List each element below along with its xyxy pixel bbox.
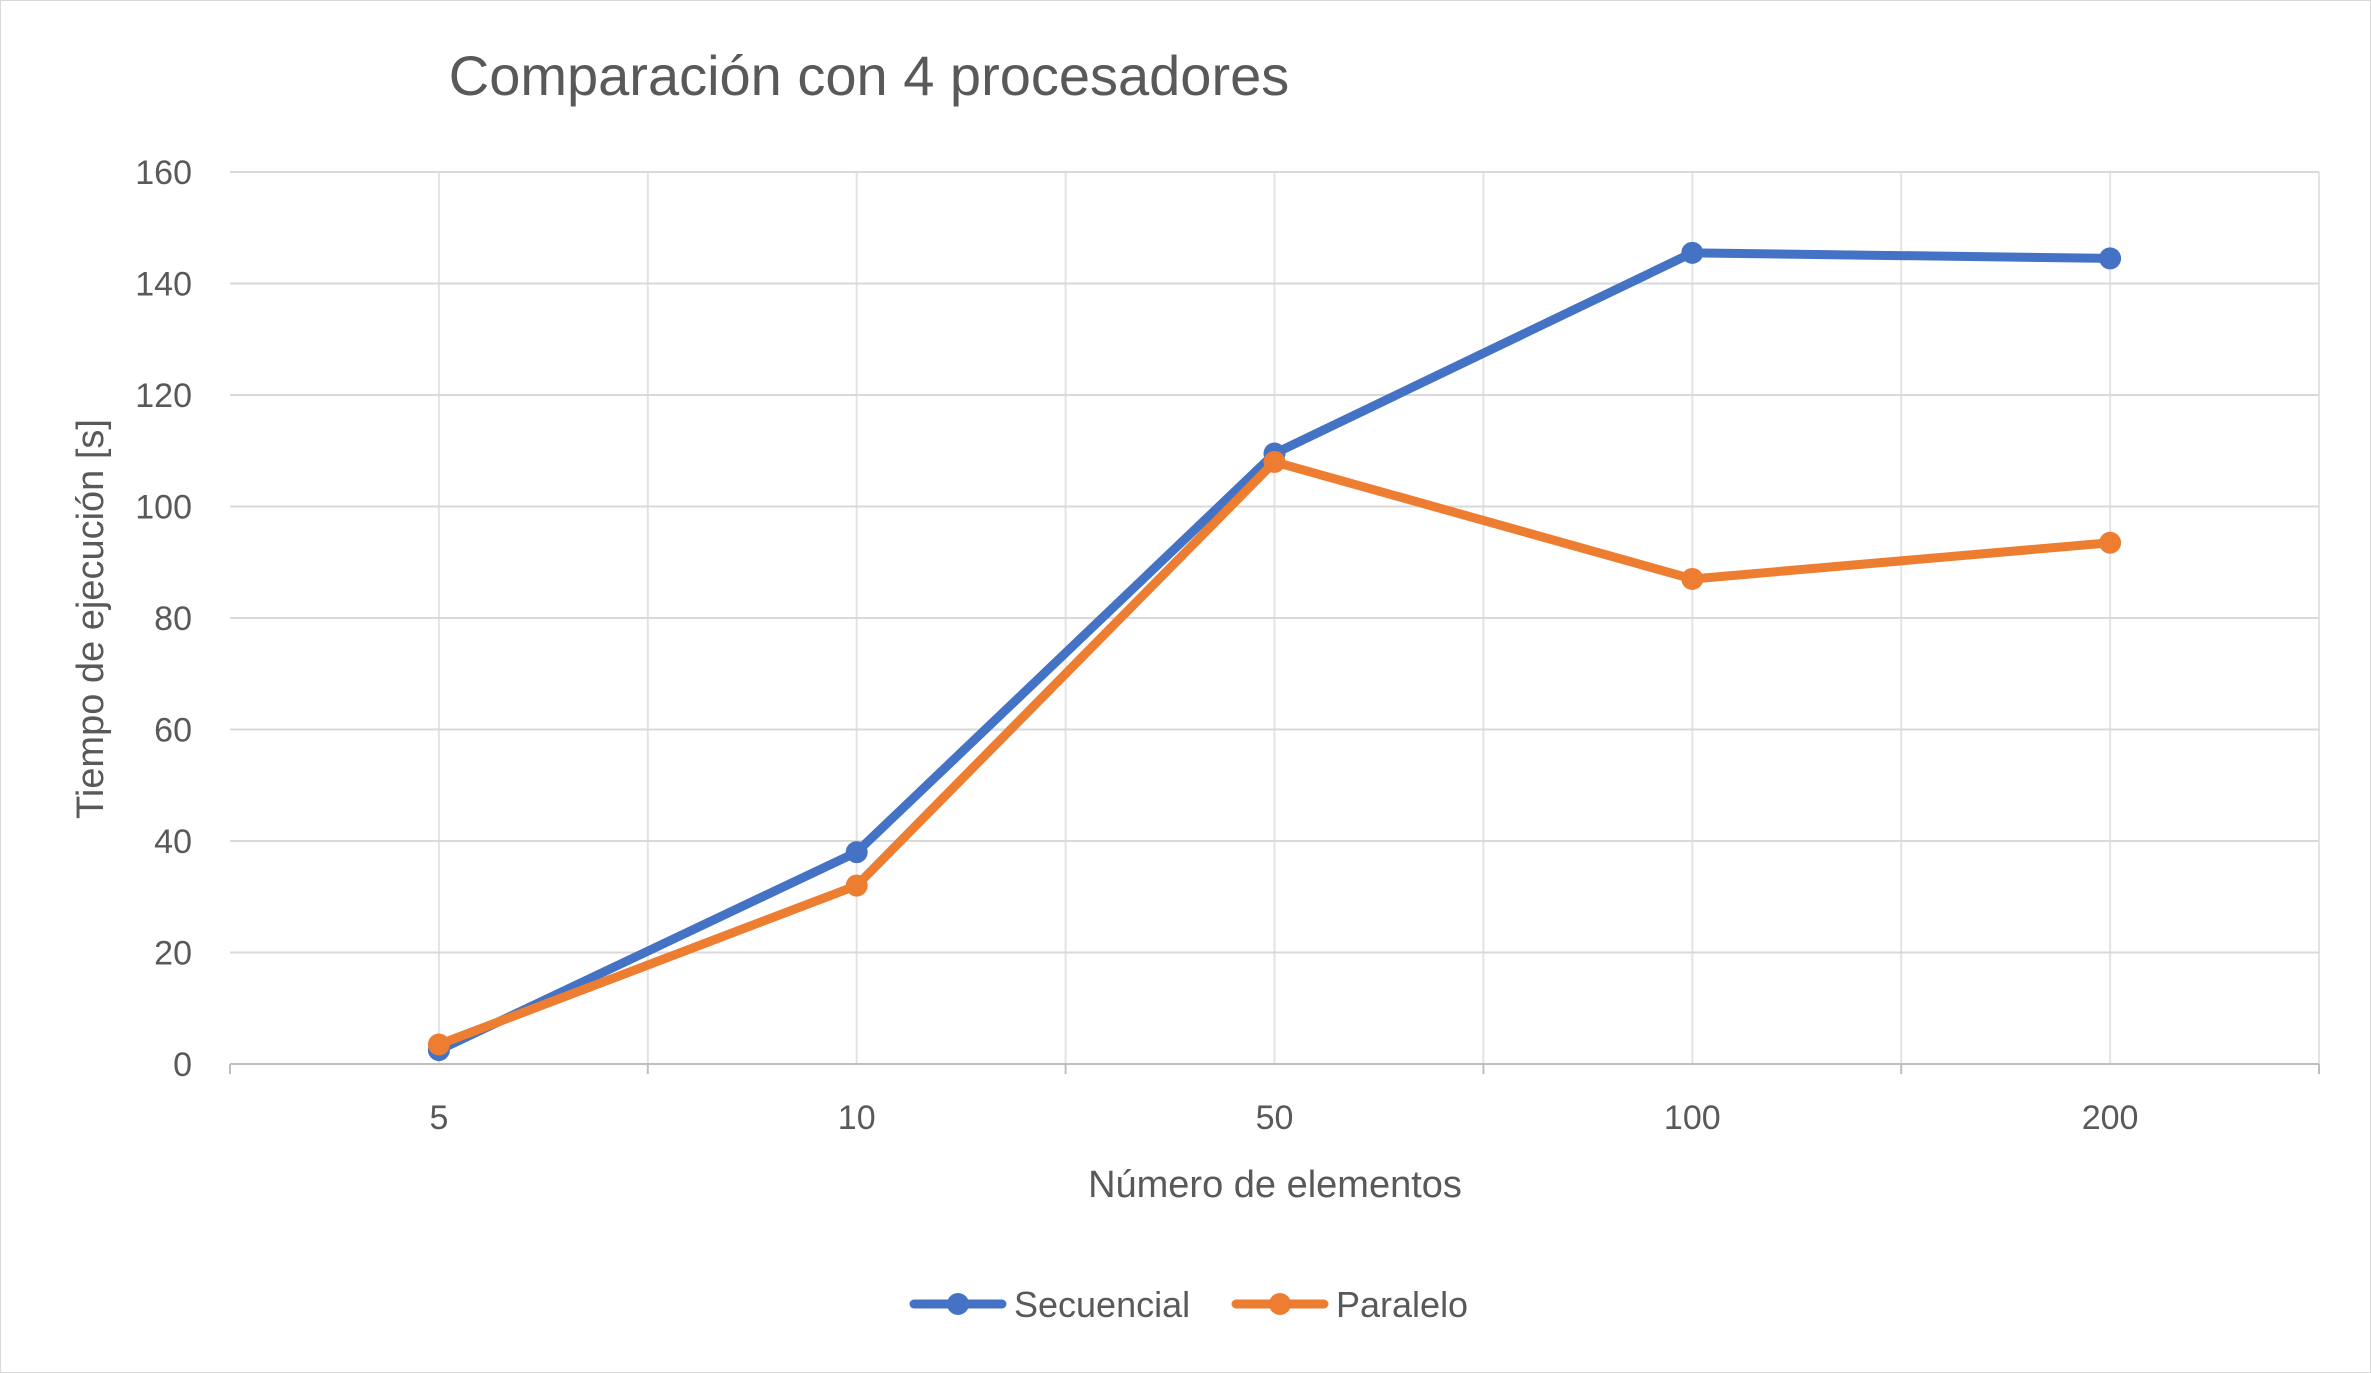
y-tick-label: 100 — [135, 489, 192, 527]
gridlines — [230, 171, 2320, 1064]
y-axis-title: Tiempo de ejecución [s] — [70, 419, 112, 819]
data-point-secuencial — [1681, 241, 1704, 264]
data-point-paralelo — [1681, 567, 1704, 590]
series — [427, 241, 2122, 1062]
y-tick-label: 20 — [154, 935, 192, 973]
legend-label: Paralelo — [1336, 1284, 1468, 1325]
tick-labels: 0 20 40 60 80 100 120 140 160 5 10 50 100 200 — [135, 154, 2138, 1137]
legend: Secuencial Paralelo — [909, 1284, 1468, 1325]
x-tick-label: 5 — [429, 1099, 448, 1137]
y-tick-label: 140 — [135, 266, 192, 304]
x-tick-label: 50 — [1256, 1099, 1294, 1137]
legend-item-secuencial: Secuencial — [909, 1284, 1190, 1325]
legend-swatch-marker — [947, 1293, 969, 1315]
x-tick-label: 100 — [1664, 1099, 1721, 1137]
legend-label: Secuencial — [1014, 1284, 1190, 1325]
y-tick-label: 160 — [135, 154, 192, 192]
data-point-paralelo — [1263, 450, 1286, 473]
x-axis-title: Número de elementos — [1088, 1164, 1462, 1206]
y-tick-label: 80 — [154, 600, 192, 638]
y-tick-label: 0 — [173, 1046, 192, 1084]
y-tick-label: 120 — [135, 377, 192, 415]
y-tick-label: 60 — [154, 712, 192, 750]
legend-swatch-marker — [1269, 1293, 1291, 1315]
data-point-secuencial — [2099, 247, 2122, 270]
data-point-paralelo — [2099, 531, 2122, 554]
axes — [229, 1063, 2320, 1074]
legend-item-paralelo: Paralelo — [1231, 1284, 1468, 1325]
x-tick-label: 10 — [838, 1099, 876, 1137]
data-point-paralelo — [845, 874, 868, 897]
chart-title: Comparación con 4 procesadores — [449, 44, 1289, 107]
x-tick-label: 200 — [2082, 1099, 2139, 1137]
data-point-secuencial — [845, 841, 868, 864]
y-tick-label: 40 — [154, 823, 192, 861]
data-point-paralelo — [427, 1033, 450, 1056]
